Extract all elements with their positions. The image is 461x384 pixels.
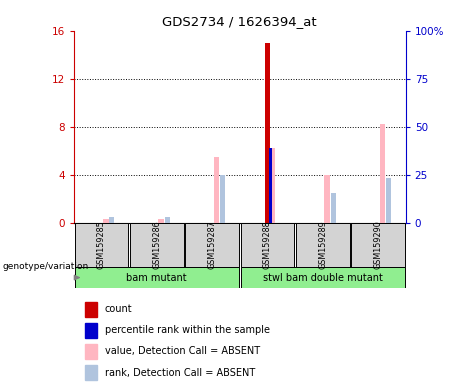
Bar bbox=[220, 175, 225, 223]
Bar bbox=[165, 217, 170, 223]
Bar bbox=[214, 157, 219, 223]
Bar bbox=[380, 124, 385, 223]
Bar bbox=[265, 43, 270, 223]
Bar bbox=[85, 365, 97, 380]
Bar bbox=[351, 223, 405, 267]
Bar bbox=[159, 218, 164, 223]
Bar bbox=[85, 323, 97, 338]
Bar bbox=[185, 223, 239, 267]
Text: rank, Detection Call = ABSENT: rank, Detection Call = ABSENT bbox=[105, 367, 255, 377]
Text: genotype/variation: genotype/variation bbox=[2, 262, 89, 271]
Text: percentile rank within the sample: percentile rank within the sample bbox=[105, 325, 270, 335]
Text: GSM159290: GSM159290 bbox=[373, 220, 383, 269]
Bar bbox=[325, 175, 330, 223]
Title: GDS2734 / 1626394_at: GDS2734 / 1626394_at bbox=[162, 15, 317, 28]
Text: GSM159285: GSM159285 bbox=[97, 220, 106, 269]
Bar bbox=[241, 223, 294, 267]
Bar bbox=[386, 178, 391, 223]
Bar bbox=[130, 223, 183, 267]
Bar bbox=[109, 217, 114, 223]
Bar bbox=[241, 267, 405, 288]
Bar bbox=[296, 223, 349, 267]
Bar bbox=[269, 148, 275, 223]
Bar bbox=[85, 344, 97, 359]
Text: GSM159286: GSM159286 bbox=[152, 220, 161, 269]
Text: stwl bam double mutant: stwl bam double mutant bbox=[263, 273, 383, 283]
Bar bbox=[331, 193, 336, 223]
Bar bbox=[269, 148, 272, 223]
Text: bam mutant: bam mutant bbox=[126, 273, 187, 283]
Bar bbox=[85, 301, 97, 317]
Text: value, Detection Call = ABSENT: value, Detection Call = ABSENT bbox=[105, 346, 260, 356]
Bar bbox=[103, 219, 109, 223]
Bar bbox=[75, 267, 239, 288]
Bar bbox=[75, 223, 128, 267]
Text: GSM159289: GSM159289 bbox=[318, 220, 327, 269]
Text: count: count bbox=[105, 304, 132, 314]
Text: GSM159287: GSM159287 bbox=[207, 220, 217, 269]
Text: GSM159288: GSM159288 bbox=[263, 220, 272, 269]
